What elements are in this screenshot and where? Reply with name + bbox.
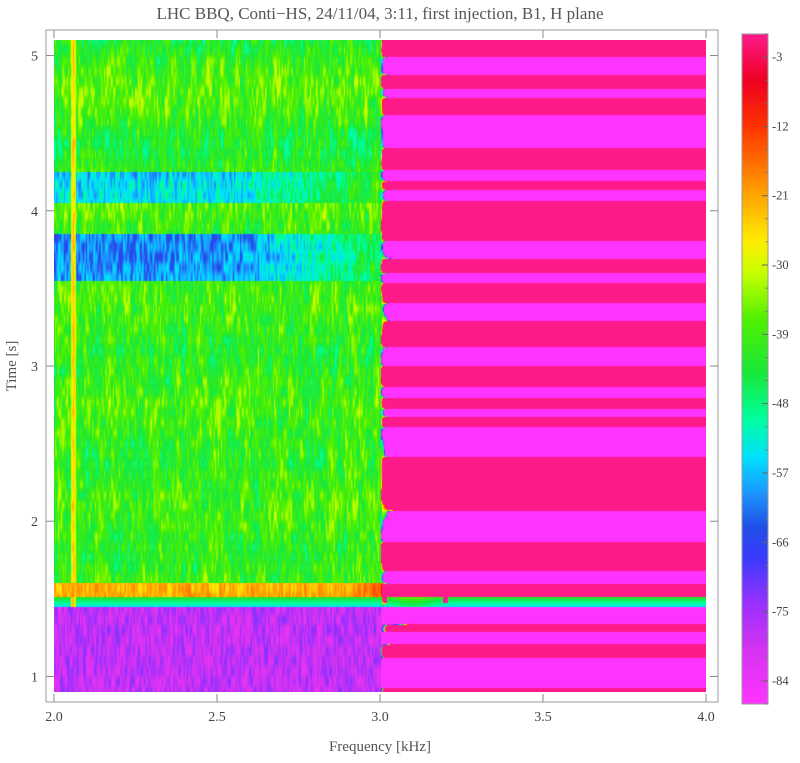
x-tick-label: 2.0 — [45, 710, 63, 725]
x-tick-label: 3.0 — [371, 710, 389, 725]
y-tick-label: 5 — [31, 50, 38, 65]
colorbar-tick-label: -12 — [772, 119, 789, 133]
colorbar-tick-label: -21 — [772, 189, 789, 203]
x-axis-ticks: 2.0 2.5 3.0 3.5 4.0 — [45, 30, 715, 725]
colorbar: -3 -12 -21 -30 -39 -48 -57 -66 -75 -84 — [741, 33, 789, 705]
chart-title: LHC BBQ, Conti−HS, 24/11/04, 3:11, first… — [156, 4, 603, 23]
colorbar-tick-label: -75 — [772, 605, 789, 619]
colorbar-tick-label: -57 — [772, 466, 789, 480]
y-axis-ticks: 1 2 3 4 5 — [31, 50, 718, 685]
y-tick-label: 4 — [31, 205, 38, 220]
x-tick-label: 4.0 — [697, 710, 715, 725]
y-axis-label: Time [s] — [4, 341, 20, 392]
colorbar-gradient — [742, 34, 768, 704]
y-tick-label: 2 — [31, 515, 38, 530]
x-tick-label: 3.5 — [534, 710, 552, 725]
x-tick-label: 2.5 — [208, 710, 226, 725]
y-tick-label: 1 — [31, 670, 38, 685]
colorbar-tick-label: -48 — [772, 397, 789, 411]
y-tick-label: 3 — [31, 360, 38, 375]
colorbar-tick-label: -66 — [772, 535, 789, 549]
heatmap-image — [54, 40, 706, 692]
colorbar-tick-label: -30 — [772, 258, 789, 272]
x-axis-label: Frequency [kHz] — [329, 739, 431, 755]
colorbar-tick-label: -39 — [772, 327, 789, 341]
colorbar-frame — [741, 33, 769, 705]
colorbar-tick-label: -3 — [772, 50, 782, 64]
plot-area — [45, 29, 719, 703]
colorbar-ticks: -3 -12 -21 -30 -39 -48 -57 -66 -75 -84 — [762, 33, 789, 705]
colorbar-tick-label: -84 — [772, 674, 789, 688]
